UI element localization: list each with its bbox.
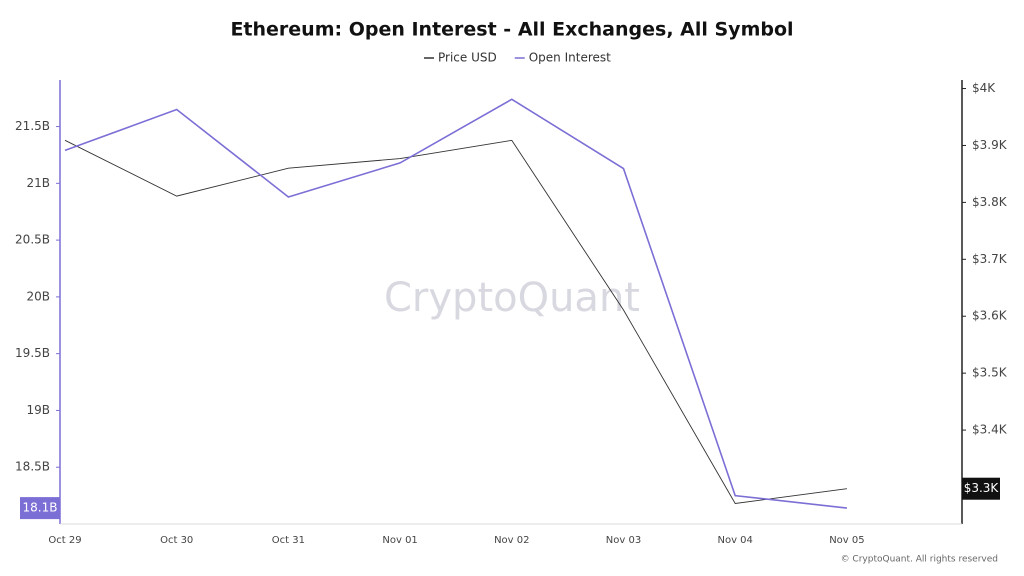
y2-tick-label: $3.9K bbox=[972, 138, 1008, 152]
x-tick-label: Nov 01 bbox=[382, 535, 417, 546]
y2-tick-label: $3.8K bbox=[972, 195, 1008, 209]
last-value-label: 18.1B bbox=[23, 501, 58, 515]
y2-tick-label: $3.4K bbox=[972, 423, 1008, 437]
last-value-label: $3.3K bbox=[964, 481, 1000, 495]
y2-tick-label: $4K bbox=[972, 81, 996, 95]
last-value-box bbox=[20, 497, 60, 520]
x-tick-label: Nov 02 bbox=[494, 535, 529, 546]
legend-label: Open Interest bbox=[529, 51, 611, 65]
y-tick-label: 20.5B bbox=[15, 233, 50, 247]
last-value-box bbox=[962, 477, 1000, 500]
series-line bbox=[64, 98, 847, 509]
x-tick-label: Nov 03 bbox=[606, 535, 641, 546]
x-tick-label: Oct 31 bbox=[272, 535, 305, 546]
y-tick-label: 20B bbox=[26, 289, 50, 303]
series-line bbox=[64, 139, 847, 504]
y-tick-label: 18.5B bbox=[15, 460, 50, 474]
x-tick-label: Oct 29 bbox=[48, 535, 81, 546]
y2-tick-label: $3.6K bbox=[972, 309, 1008, 323]
y-tick-label: 19B bbox=[26, 403, 50, 417]
x-tick-label: Nov 04 bbox=[717, 535, 752, 546]
x-tick-label: Nov 05 bbox=[829, 535, 864, 546]
credit: © CryptoQuant. All rights reserved bbox=[841, 555, 998, 565]
y-tick-label: 21.5B bbox=[15, 119, 50, 133]
x-tick-label: Oct 30 bbox=[160, 535, 193, 546]
watermark: CryptoQuant bbox=[384, 275, 640, 321]
chart-title: Ethereum: Open Interest - All Exchanges,… bbox=[230, 19, 793, 41]
y-tick-label: 21B bbox=[26, 176, 50, 190]
y-tick-label: 19.5B bbox=[15, 346, 50, 360]
y2-tick-label: $3.5K bbox=[972, 366, 1008, 380]
y2-tick-label: $3.7K bbox=[972, 252, 1008, 266]
legend-label: Price USD bbox=[438, 51, 497, 65]
